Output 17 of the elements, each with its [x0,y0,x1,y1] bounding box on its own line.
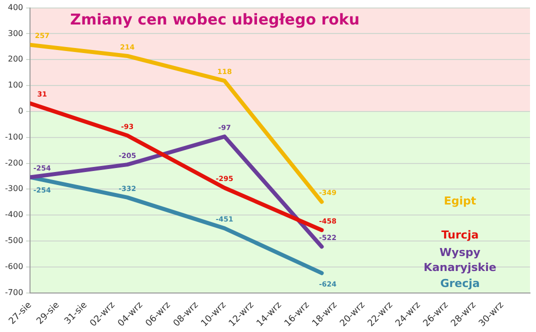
y-tick-label: 400 [8,2,24,12]
y-tick-label: 0 [18,106,24,116]
y-tick-label: 200 [8,54,24,64]
text: Wyspy Kanaryjskie [424,246,496,274]
text: Egipt [444,194,476,208]
y-tick-label: -200 [5,158,24,168]
y-tick-label: -500 [5,236,24,246]
y-tick-label: -400 [5,210,24,220]
text: Turcja [441,228,479,242]
text: Grecja [440,277,480,290]
y-tick-label: -600 [5,262,24,271]
y-tick-label: 300 [8,28,24,38]
y-tick-label: -700 [5,288,24,297]
y-tick-label: -300 [5,184,24,194]
y-tick-label: 100 [8,80,24,90]
y-tick-label: -100 [5,132,24,142]
chart-title: Zmiany cen wobec ubiegłego roku [70,10,360,29]
